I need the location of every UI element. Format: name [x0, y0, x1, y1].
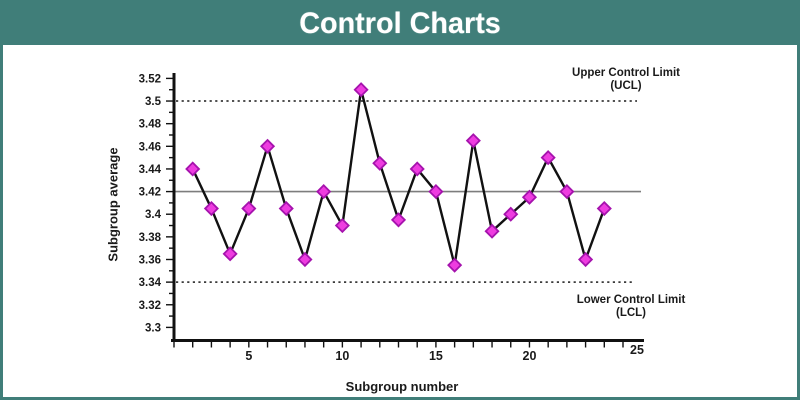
data-point [334, 217, 350, 234]
data-point [521, 189, 538, 205]
data-point [353, 82, 369, 98]
x-tick-label: 5 [245, 349, 252, 363]
data-point [316, 184, 332, 200]
series-line [191, 88, 606, 267]
x-tick-label: 20 [523, 349, 537, 363]
data-point [409, 161, 425, 177]
data-point [484, 223, 500, 239]
y-tick-label: 3.44 [139, 164, 162, 176]
page-title: Control Charts [299, 7, 501, 40]
data-point [372, 155, 388, 171]
y-tick-label: 3.36 [139, 254, 161, 266]
data-point [559, 184, 575, 200]
title-banner: Control Charts [3, 3, 797, 45]
ucl-annotation-line2: (UCL) [610, 80, 642, 92]
y-tick-label: 3.34 [139, 277, 162, 289]
data-point [390, 212, 407, 228]
y-tick-label: 3.38 [139, 232, 162, 244]
data-point [185, 161, 201, 177]
data-point [428, 184, 444, 200]
ucl-annotation-line1: Upper Control Limit [572, 67, 680, 79]
y-axis-title: Subgroup average [105, 147, 121, 262]
data-point [540, 150, 556, 166]
data-point [222, 246, 238, 262]
data-point [447, 257, 463, 273]
x-tick-label: 15 [429, 349, 443, 363]
lcl-annotation: Lower Control Limit (LCL) [531, 294, 731, 320]
x-tick-label: 10 [335, 349, 349, 363]
data-point [297, 251, 313, 268]
data-point [503, 206, 519, 222]
control-chart-plot: 3.3 3.32 3.34 3.36 3.38 3.4 3.42 3.44 3.46 3.48 3.… [139, 73, 644, 363]
data-point [465, 133, 481, 149]
y-tick-label: 3.5 [145, 96, 162, 108]
x-axis-title: Subgroup number [345, 379, 459, 394]
data-point [241, 200, 257, 217]
y-tick-label: 3.46 [139, 141, 161, 153]
data-point [203, 200, 219, 217]
lcl-annotation-line2: (LCL) [615, 307, 646, 319]
data-point [596, 200, 612, 217]
y-tick-label: 3.4 [145, 209, 162, 221]
ucl-annotation: Upper Control Limit (UCL) [526, 67, 726, 93]
y-tick-label: 3.3 [145, 322, 161, 334]
y-tick-label: 3.42 [139, 187, 161, 199]
y-tick-label: 3.52 [139, 73, 161, 85]
data-point [278, 200, 294, 217]
y-tick-label: 3.48 [139, 119, 162, 131]
lcl-annotation-line1: Lower Control Limit [576, 294, 686, 306]
data-point [578, 251, 594, 268]
x-tick-label: 25 [630, 343, 644, 357]
data-point [259, 138, 276, 154]
y-tick-label: 3.32 [139, 300, 161, 312]
